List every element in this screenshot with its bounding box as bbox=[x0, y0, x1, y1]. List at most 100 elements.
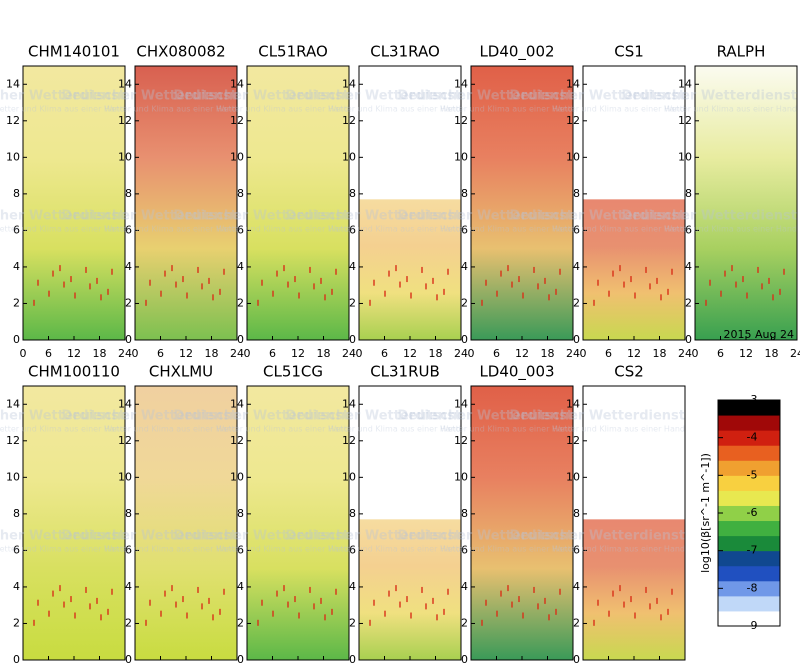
cloud-feature bbox=[593, 299, 595, 306]
color-step bbox=[718, 565, 780, 582]
y-tick-label: 6 bbox=[349, 543, 356, 556]
cloud-feature bbox=[623, 601, 625, 608]
y-tick-label: 0 bbox=[685, 333, 692, 346]
watermark-title: Deutscher Wetterdienst bbox=[173, 409, 349, 424]
y-tick-label: 10 bbox=[230, 470, 244, 483]
watermark-subtitle: Wetter und Klima aus einer Hand bbox=[440, 105, 573, 114]
cloud-feature bbox=[107, 288, 109, 295]
cloud-feature bbox=[746, 292, 748, 299]
y-tick-label: 14 bbox=[678, 77, 692, 90]
y-tick-label: 10 bbox=[678, 150, 692, 163]
x-tick-label: 0 bbox=[468, 347, 475, 360]
cloud-feature bbox=[410, 612, 412, 619]
cloud-feature bbox=[100, 614, 102, 621]
cloud-feature bbox=[447, 268, 449, 275]
y-tick-label: 14 bbox=[454, 77, 468, 90]
cloud-feature bbox=[709, 279, 711, 286]
y-tick-label: 12 bbox=[118, 434, 132, 447]
cloud-feature bbox=[74, 612, 76, 619]
watermark-title: Deutscher Wetterdienst bbox=[397, 209, 573, 224]
cloud-feature bbox=[96, 597, 98, 604]
x-tick-label: 24 bbox=[118, 347, 132, 360]
y-tick-label: 4 bbox=[13, 260, 20, 273]
cloud-feature bbox=[619, 585, 621, 592]
cloud-feature bbox=[309, 266, 311, 273]
date-annotation: 2015 Aug 24 bbox=[724, 328, 794, 341]
cloud-feature bbox=[89, 283, 91, 290]
cloud-feature bbox=[111, 268, 113, 275]
cloud-feature bbox=[399, 601, 401, 608]
cloud-feature bbox=[485, 279, 487, 286]
panel-title: CHX080082 bbox=[136, 43, 225, 61]
cloud-feature bbox=[619, 265, 621, 272]
y-tick-label: 14 bbox=[566, 77, 580, 90]
cloud-feature bbox=[537, 283, 539, 290]
y-tick-label: 6 bbox=[13, 543, 20, 556]
watermark-subtitle: Wetter und Klima aus einer Hand bbox=[104, 105, 237, 114]
watermark-subtitle: Wetter und Klima aus einer Hand bbox=[0, 225, 125, 234]
cloud-feature bbox=[33, 299, 35, 306]
cloud-feature bbox=[388, 590, 390, 597]
watermark-subtitle: Wetter und Klima aus einer Hand bbox=[440, 545, 573, 554]
cloud-feature bbox=[388, 270, 390, 277]
cloud-feature bbox=[212, 294, 214, 301]
y-tick-label: 4 bbox=[461, 260, 468, 273]
x-tick-label: 6 bbox=[493, 347, 500, 360]
y-tick-label: 0 bbox=[125, 653, 132, 665]
cloud-feature bbox=[548, 294, 550, 301]
y-tick-label: 10 bbox=[566, 470, 580, 483]
cloud-feature bbox=[52, 270, 54, 277]
cloud-feature bbox=[544, 277, 546, 284]
cloud-feature bbox=[671, 588, 673, 595]
cloud-feature bbox=[145, 619, 147, 626]
cloud-feature bbox=[406, 276, 408, 283]
y-tick-label: 8 bbox=[13, 187, 20, 200]
y-tick-label: 10 bbox=[6, 150, 20, 163]
y-tick-label: 12 bbox=[454, 114, 468, 127]
cloud-feature bbox=[37, 279, 39, 286]
cloud-feature bbox=[533, 266, 535, 273]
colorbar-tick-label: -8 bbox=[747, 581, 758, 594]
cloud-feature bbox=[272, 290, 274, 297]
cloud-feature bbox=[160, 290, 162, 297]
cloud-feature bbox=[612, 590, 614, 597]
watermark-subtitle: Wetter und Klima aus einer Hand bbox=[552, 225, 685, 234]
cloud-feature bbox=[507, 585, 509, 592]
y-tick-label: 2 bbox=[125, 616, 132, 629]
y-tick-label: 6 bbox=[461, 223, 468, 236]
panel-title: LD40_002 bbox=[479, 43, 554, 62]
watermark-subtitle: Wetter und Klima aus einer Hand bbox=[552, 425, 685, 434]
cloud-feature bbox=[395, 585, 397, 592]
cloud-feature bbox=[630, 276, 632, 283]
cloud-feature bbox=[481, 619, 483, 626]
cloud-feature bbox=[85, 266, 87, 273]
cloud-feature bbox=[149, 279, 151, 286]
y-tick-label: 0 bbox=[461, 653, 468, 665]
cloud-feature bbox=[219, 608, 221, 615]
cloud-feature bbox=[164, 590, 166, 597]
colorbar-label: log10(β[sr^-1 m^-1]) bbox=[699, 453, 712, 573]
cloud-feature bbox=[612, 270, 614, 277]
cloud-feature bbox=[660, 294, 662, 301]
watermark-title: Deutscher Wetterdienst bbox=[173, 529, 349, 544]
panel-title: CHM100110 bbox=[28, 363, 120, 381]
watermark-title: Deutscher Wetterdienst bbox=[173, 209, 349, 224]
y-tick-label: 4 bbox=[349, 260, 356, 273]
y-tick-label: 0 bbox=[237, 333, 244, 346]
cloud-feature bbox=[145, 299, 147, 306]
y-tick-label: 8 bbox=[349, 187, 356, 200]
cloud-feature bbox=[761, 283, 763, 290]
cloud-feature bbox=[324, 294, 326, 301]
cloud-feature bbox=[320, 597, 322, 604]
cloud-feature bbox=[645, 586, 647, 593]
color-step bbox=[718, 430, 780, 446]
color-step bbox=[718, 595, 780, 612]
y-tick-label: 6 bbox=[237, 543, 244, 556]
colorbar-tick-label: -3 bbox=[747, 393, 758, 406]
cloud-feature bbox=[779, 288, 781, 295]
y-tick-label: 8 bbox=[237, 187, 244, 200]
cloud-feature bbox=[48, 290, 50, 297]
cloud-feature bbox=[175, 281, 177, 288]
y-tick-label: 14 bbox=[118, 77, 132, 90]
heatmap bbox=[359, 519, 461, 660]
